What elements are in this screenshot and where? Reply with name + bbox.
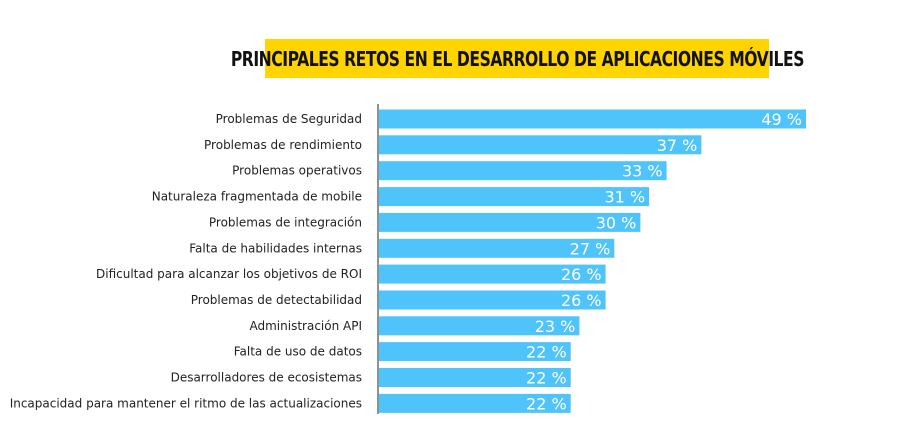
bar <box>379 290 606 310</box>
category-label: Dificultad para alcanzar los objetivos d… <box>96 267 362 281</box>
data-label: 33 % <box>622 162 663 181</box>
bar <box>379 135 702 155</box>
bar <box>379 161 667 181</box>
category-label: Falta de habilidades internas <box>189 241 362 255</box>
data-label: 31 % <box>604 188 645 207</box>
data-label: 30 % <box>596 213 637 232</box>
bar <box>379 109 806 129</box>
bar <box>379 316 580 336</box>
data-label: 26 % <box>561 265 602 284</box>
category-label: Desarrolladores de ecosistemas <box>171 371 362 385</box>
bar <box>379 368 571 387</box>
data-label: 26 % <box>561 291 602 310</box>
data-label: 22 % <box>526 369 567 388</box>
data-label: 22 % <box>526 343 567 362</box>
data-label: 27 % <box>570 239 611 258</box>
chart-title: PRINCIPALES RETOS EN EL DESARROLLO DE AP… <box>230 46 804 71</box>
category-label: Falta de uso de datos <box>234 345 362 359</box>
data-label: 22 % <box>526 394 567 413</box>
category-label: Administración API <box>250 319 363 333</box>
bar <box>379 264 606 284</box>
category-label: Problemas de detectabilidad <box>191 293 362 307</box>
category-label: Naturaleza fragmentada de mobile <box>152 190 362 204</box>
category-label: Incapacidad para mantener el ritmo de la… <box>10 396 362 410</box>
data-label: 23 % <box>535 317 576 336</box>
bar <box>379 342 571 362</box>
bar <box>379 238 615 258</box>
data-label: 49 % <box>761 110 802 129</box>
category-label: Problemas operativos <box>232 164 362 178</box>
category-label: Problemas de rendimiento <box>204 138 362 152</box>
chart-title-box: PRINCIPALES RETOS EN EL DESARROLLO DE AP… <box>230 39 804 78</box>
category-label: Problemas de integración <box>209 215 362 229</box>
data-label: 37 % <box>657 136 698 155</box>
category-label: Problemas de Seguridad <box>216 112 362 126</box>
bar <box>379 393 571 413</box>
bar <box>379 212 641 232</box>
bar <box>379 187 650 207</box>
